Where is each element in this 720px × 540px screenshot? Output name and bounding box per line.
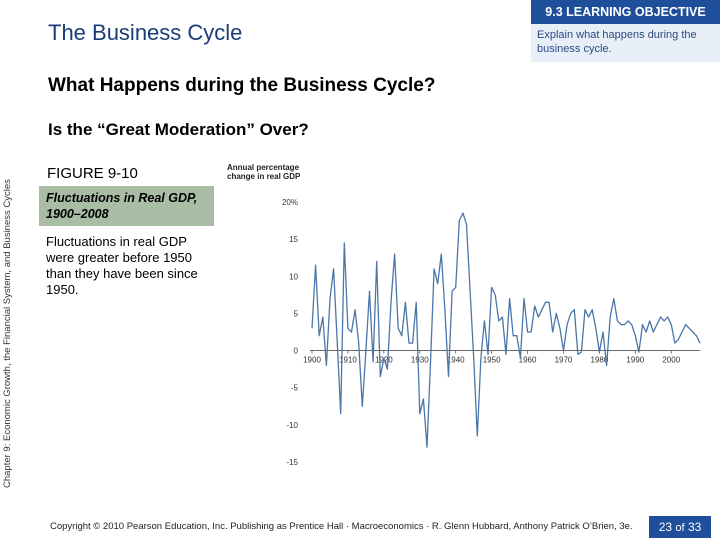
- x-tick-label: 1910: [339, 356, 357, 365]
- page-of-label: of: [675, 522, 685, 534]
- x-tick-label: 1930: [411, 356, 429, 365]
- y-tick-label: 0: [294, 347, 299, 356]
- y-tick-label: 5: [294, 309, 299, 318]
- y-tick-label: -5: [291, 384, 299, 393]
- x-tick-label: 1900: [303, 356, 321, 365]
- x-tick-label: 1990: [626, 356, 644, 365]
- y-tick-label: 15: [289, 235, 298, 244]
- gdp-growth-chart: Annual percentage change in real GDP 20% 1…: [227, 163, 701, 467]
- section-subheading: Is the “Great Moderation” Over?: [48, 120, 309, 139]
- x-tick-label: 1980: [591, 356, 609, 365]
- learning-objective-header: 9.3 LEARNING OBJECTIVE: [531, 0, 720, 24]
- figure-description: Fluctuations in real GDP were greater be…: [46, 234, 198, 297]
- section-heading: What Happens during the Business Cycle?: [48, 75, 436, 96]
- figure-label: FIGURE 9-10: [47, 165, 138, 182]
- page-number-badge: 23 of 33: [649, 516, 711, 538]
- x-tick-label: 1950: [483, 356, 501, 365]
- x-tick-label: 2000: [662, 356, 680, 365]
- chapter-side-caption: Chapter 9: Economic Growth, the Financia…: [2, 179, 13, 488]
- y-tick-label: -10: [286, 421, 298, 430]
- x-tick-label: 1940: [447, 356, 465, 365]
- y-tick-label: 20%: [282, 198, 298, 207]
- learning-objective-text: Explain what happens during the business…: [537, 29, 697, 55]
- figure-title: Fluctuations in Real GDP, 1900–2008: [39, 186, 214, 226]
- slide-title: The Business Cycle: [48, 20, 243, 45]
- y-axis-title-line-2: change in real GDP: [227, 172, 301, 181]
- y-tick-label: 10: [289, 272, 298, 281]
- y-axis-title: Annual percentage change in real GDP: [227, 163, 301, 181]
- page-current: 23: [658, 520, 673, 534]
- x-tick-label: 1960: [519, 356, 537, 365]
- page-total: 33: [687, 520, 702, 534]
- y-tick-label: -15: [286, 458, 298, 467]
- gdp-growth-series-line: [311, 212, 701, 448]
- copyright-footer: Copyright © 2010 Pearson Education, Inc.…: [50, 521, 633, 532]
- x-tick-label: 1970: [555, 356, 573, 365]
- y-axis-title-line-1: Annual percentage: [227, 163, 300, 172]
